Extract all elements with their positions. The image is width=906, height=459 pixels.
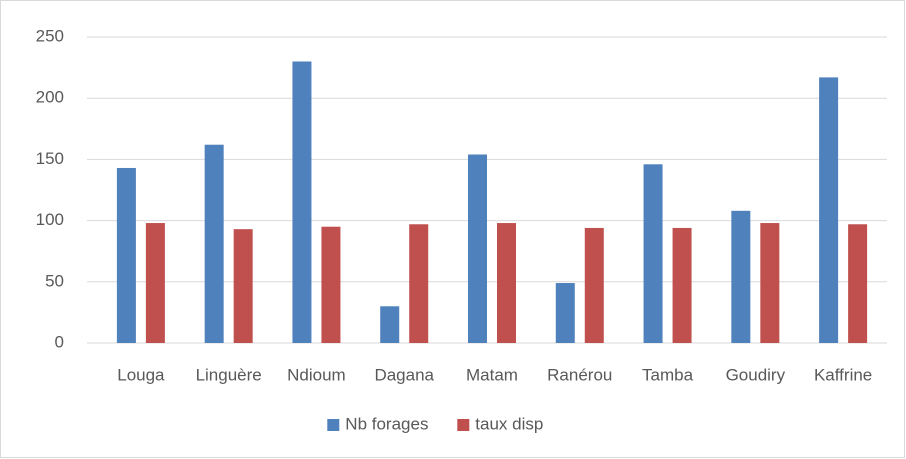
y-tick-label: 0 [55,332,64,351]
x-tick-label: Ranérou [547,365,612,384]
x-tick-label: Louga [117,365,165,384]
y-tick-label: 250 [36,26,64,45]
y-tick-label: 50 [45,271,64,290]
y-tick-label: 200 [36,88,64,107]
bar [848,224,868,343]
bar [497,223,516,343]
bar [321,226,341,343]
x-tick-label: Kaffrine [814,365,872,384]
legend-swatch [327,419,340,431]
x-tick-label: Dagana [374,365,434,384]
x-tick-label: Tamba [642,365,694,384]
y-tick-label: 100 [36,210,64,229]
x-tick-label: Goudiry [726,365,786,384]
x-tick-label: Matam [466,365,518,384]
legend-label: Nb forages [345,414,428,433]
legend-swatch [457,419,470,431]
bar [116,167,136,343]
legend-label: taux disp [475,414,543,433]
bar [233,229,253,343]
bar [819,77,839,343]
y-tick-label: 150 [36,149,64,168]
x-tick-label: Ndioum [287,365,346,384]
bar [380,306,400,343]
bar [292,61,312,343]
bar [145,223,165,343]
bar [672,227,692,343]
bar [643,164,663,343]
bar [584,227,604,343]
bar [409,224,429,343]
x-tick-label: Linguère [196,365,262,384]
bar [468,154,487,343]
bar [760,223,780,343]
bar [204,144,224,343]
bar [731,210,751,343]
bar [555,283,575,343]
